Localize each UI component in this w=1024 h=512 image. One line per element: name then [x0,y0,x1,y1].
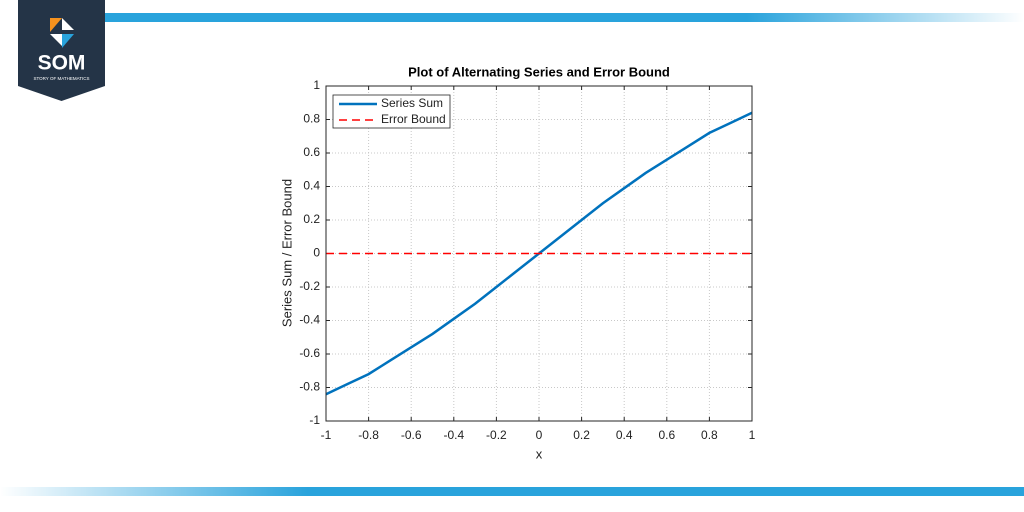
logo-icon [50,18,62,32]
x-tick-label: -0.6 [401,428,422,442]
y-tick-label: 0.4 [303,179,320,193]
legend-label: Error Bound [381,112,446,126]
y-tick-label: -0.8 [299,380,320,394]
y-tick-label: 0 [313,246,320,260]
x-tick-label: 0.6 [658,428,675,442]
x-tick-label: -0.2 [486,428,507,442]
y-tick-label: 0.2 [303,212,320,226]
plot-frame [325,85,753,422]
logo-subtitle: STORY OF MATHEMATICS [33,76,89,81]
y-tick-label: -0.6 [299,346,320,360]
logo-icon [62,34,74,48]
y-tick-label: 0.8 [303,112,320,126]
bottom-band [0,487,1024,496]
plot-area: -1 -0.8 -0.6 -0.4 -0.2 0 0.2 0.4 0.6 0.8 1 -1 -0.8 -0… [299,78,755,442]
top-band [100,13,1024,22]
x-tick-label: -0.8 [358,428,379,442]
y-axis-label: Series Sum / Error Bound [279,179,294,327]
logo-shield [18,0,105,101]
chart-title: Plot of Alternating Series and Error Bou… [408,64,670,79]
y-tick-label: -1 [309,413,320,427]
logo-text: SOM [38,52,86,75]
y-tick-label: 0.6 [303,145,320,159]
y-tick-label: -0.2 [299,279,320,293]
y-tick-label: -0.4 [299,313,320,327]
x-tick-label: -1 [321,428,332,442]
y-tick-label: 1 [313,78,320,92]
x-tick-label: 1 [749,428,756,442]
x-tick-label: -0.4 [443,428,464,442]
x-tick-label: 0 [536,428,543,442]
x-tick-label: 0.2 [573,428,590,442]
legend: Series Sum Error Bound [332,94,451,129]
logo-icon [62,18,74,30]
x-tick-label: 0.8 [701,428,718,442]
x-axis-label: x [536,446,543,461]
legend-label: Series Sum [381,96,443,110]
x-tick-label: 0.4 [616,428,633,442]
logo-icon [50,34,62,46]
logo: SOM STORY OF MATHEMATICS [18,0,105,101]
legend-box [332,94,451,129]
